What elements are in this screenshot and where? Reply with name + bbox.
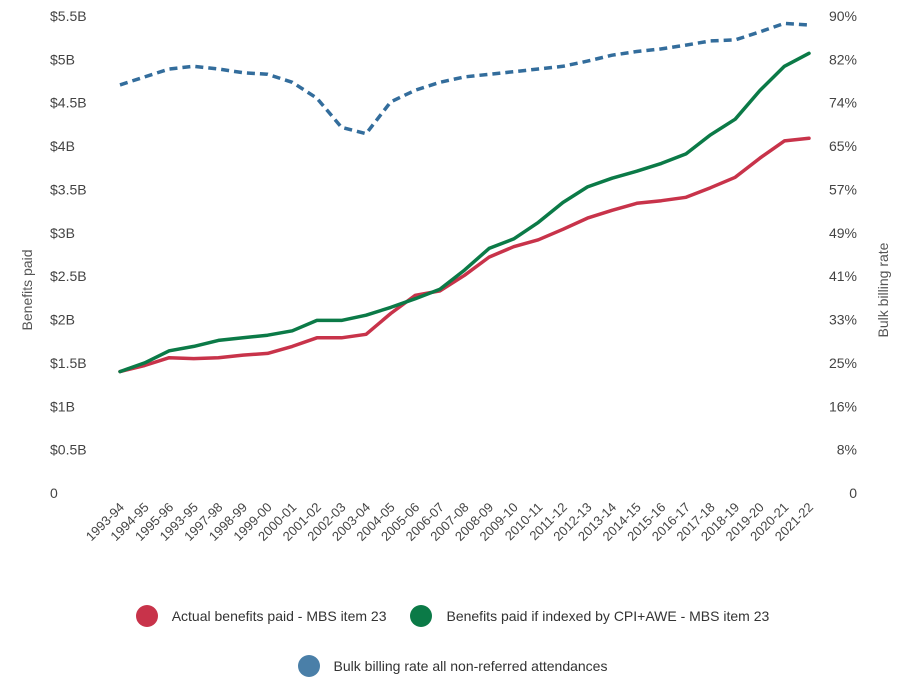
left-tick-label: $3.5B — [50, 181, 87, 197]
legend-row-1: Actual benefits paid - MBS item 23 Benef… — [0, 605, 905, 627]
right-tick-label: 0 — [849, 485, 857, 501]
left-tick-label: $0.5B — [50, 442, 87, 458]
left-tick-label: $5B — [50, 51, 75, 67]
legend-label-bulk-billing: Bulk billing rate all non-referred atten… — [333, 658, 608, 674]
left-tick-label: $5.5B — [50, 8, 87, 24]
legend-item-bulk-billing: Bulk billing rate all non-referred atten… — [297, 655, 608, 677]
left-tick-label: $1.5B — [50, 355, 87, 371]
left-tick-label: $2.5B — [50, 268, 87, 284]
right-tick-label: 41% — [829, 268, 857, 284]
series-line-0 — [118, 136, 811, 374]
legend-swatch-indexed — [410, 605, 433, 627]
right-tick-label: 8% — [837, 442, 857, 458]
series-lines — [118, 21, 811, 374]
right-axis-ticks: 0 8% 16% 25% 33% 41% 49% 57% 65% 74% 82% 90% — [829, 8, 857, 501]
right-tick-label: 25% — [829, 355, 857, 371]
legend-label-indexed: Benefits paid if indexed by CPI+AWE - MB… — [446, 608, 770, 624]
left-tick-label: 0 — [50, 485, 58, 501]
line-chart: 0 $0.5B $1B $1.5B $2B $2.5B $3B $3.5B $4B $4.5B $5… — [19, 8, 891, 544]
right-tick-label: 49% — [829, 225, 857, 241]
left-tick-label: $4.5B — [50, 95, 87, 111]
legend-swatch-bulk-billing — [297, 655, 320, 677]
left-axis-title: Benefits paid — [19, 250, 35, 331]
legend-item-actual: Actual benefits paid - MBS item 23 — [135, 605, 387, 627]
right-tick-label: 16% — [829, 398, 857, 414]
x-axis-ticks: 1993-941994-951995-961993-951997-981998-… — [83, 500, 816, 544]
left-axis-ticks: 0 $0.5B $1B $1.5B $2B $2.5B $3B $3.5B $4B $4.5B $5… — [50, 8, 87, 501]
left-tick-label: $3B — [50, 225, 75, 241]
right-tick-label: 65% — [829, 138, 857, 154]
right-axis-title: Bulk billing rate — [875, 242, 891, 337]
series-line-2 — [119, 21, 810, 136]
legend-row-2: Bulk billing rate all non-referred atten… — [0, 655, 905, 677]
left-tick-label: $4B — [50, 138, 75, 154]
right-tick-label: 82% — [829, 51, 857, 67]
legend-swatch-actual — [135, 605, 158, 627]
right-tick-label: 90% — [829, 8, 857, 24]
right-tick-label: 57% — [829, 181, 857, 197]
right-tick-label: 74% — [829, 95, 857, 111]
legend-item-indexed: Benefits paid if indexed by CPI+AWE - MB… — [410, 605, 769, 627]
right-tick-label: 33% — [829, 312, 857, 328]
series-line-1 — [118, 51, 811, 374]
legend-label-actual: Actual benefits paid - MBS item 23 — [171, 608, 387, 624]
left-tick-label: $1B — [50, 398, 75, 414]
left-tick-label: $2B — [50, 312, 75, 328]
